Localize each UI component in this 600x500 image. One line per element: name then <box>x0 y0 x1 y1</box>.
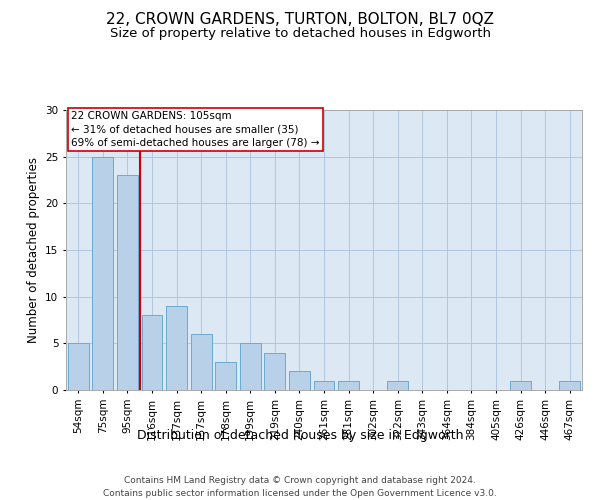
Y-axis label: Number of detached properties: Number of detached properties <box>26 157 40 343</box>
Bar <box>191 334 212 390</box>
Text: Size of property relative to detached houses in Edgworth: Size of property relative to detached ho… <box>110 28 491 40</box>
Bar <box>338 380 359 390</box>
Bar <box>117 176 138 390</box>
Text: Contains HM Land Registry data © Crown copyright and database right 2024.
Contai: Contains HM Land Registry data © Crown c… <box>103 476 497 498</box>
Bar <box>166 306 187 390</box>
Bar <box>265 352 286 390</box>
Text: Distribution of detached houses by size in Edgworth: Distribution of detached houses by size … <box>137 428 463 442</box>
Bar <box>68 344 89 390</box>
Bar <box>387 380 408 390</box>
Bar <box>215 362 236 390</box>
Bar <box>289 372 310 390</box>
Text: 22 CROWN GARDENS: 105sqm
← 31% of detached houses are smaller (35)
69% of semi-d: 22 CROWN GARDENS: 105sqm ← 31% of detach… <box>71 112 320 148</box>
Bar <box>559 380 580 390</box>
Bar <box>142 316 163 390</box>
Bar <box>240 344 261 390</box>
Text: 22, CROWN GARDENS, TURTON, BOLTON, BL7 0QZ: 22, CROWN GARDENS, TURTON, BOLTON, BL7 0… <box>106 12 494 28</box>
Bar <box>510 380 531 390</box>
Bar <box>314 380 334 390</box>
Bar <box>92 156 113 390</box>
